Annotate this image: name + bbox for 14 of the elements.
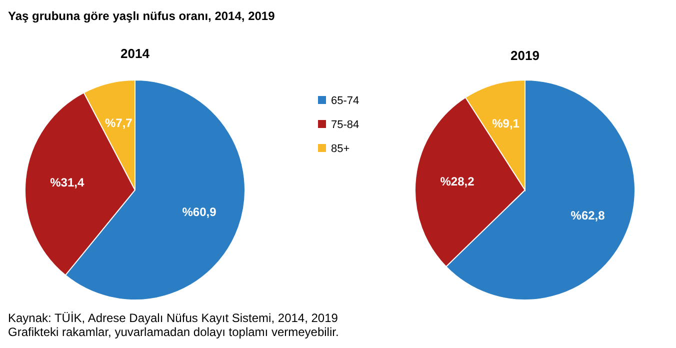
data-label: %60,9 bbox=[182, 205, 217, 220]
legend-label: 85+ bbox=[331, 143, 350, 155]
data-label: %7,7 bbox=[104, 116, 133, 130]
chart-title: 2019 bbox=[510, 48, 540, 63]
legend-label: 75-84 bbox=[331, 119, 360, 131]
text: Kaynak: TÜİK, Adrese Dayalı Nüfus Kayıt Sistemi, 2014, 2019 bbox=[8, 311, 338, 325]
data-label: %28,2 bbox=[440, 174, 475, 188]
data-label: %9,1 bbox=[492, 116, 520, 131]
legend-label: 65-74 bbox=[331, 95, 360, 107]
data-label: %31,4 bbox=[50, 175, 84, 190]
data-label: %62,8 bbox=[570, 208, 606, 223]
text: Grafikteki rakamlar, yuvarlamadan dolayı toplamı vermeyebilir. bbox=[8, 325, 339, 339]
chart-title: Yaş grubuna göre yaşlı nüfus oranı, 2014, 2019 bbox=[8, 9, 276, 23]
chart-subtitle: 2014 bbox=[120, 46, 150, 61]
